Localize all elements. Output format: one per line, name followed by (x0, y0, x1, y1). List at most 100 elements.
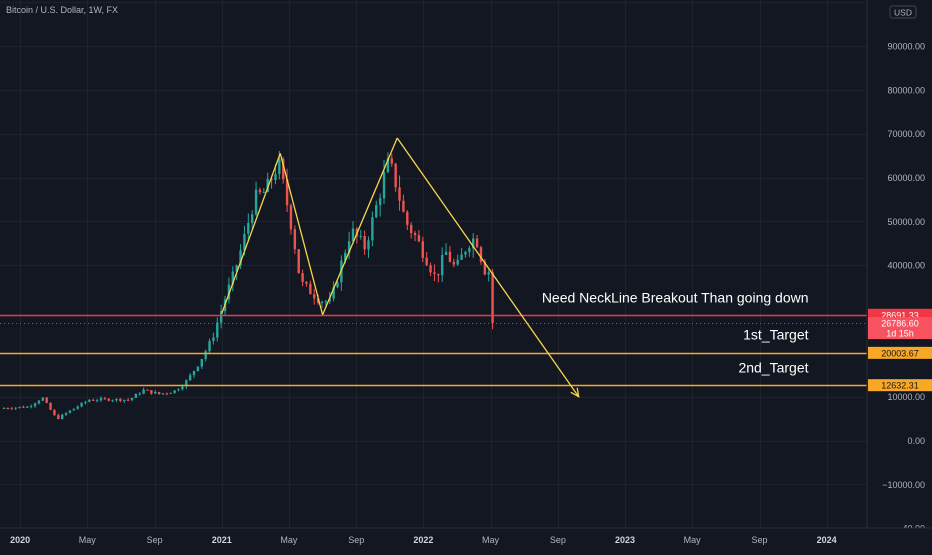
price-tick-label: 10000.00 (887, 392, 925, 402)
time-tick-label: 2024 (817, 535, 837, 545)
candle-body (460, 254, 463, 260)
candle-body (409, 224, 413, 234)
trend-line-projection-down[interactable] (396, 137, 580, 398)
annotation-label: 1st_Target (743, 327, 808, 343)
candle-body (119, 398, 122, 402)
candle-body (231, 271, 235, 285)
candle-body (344, 252, 347, 261)
candle-body (347, 241, 351, 253)
candle-body (433, 272, 436, 274)
candle-body (92, 399, 95, 401)
candle-body (177, 389, 180, 391)
candle-body (324, 301, 328, 303)
candle-body (57, 415, 60, 420)
candle-body (60, 414, 64, 420)
candle-body (68, 410, 72, 413)
candle-body (456, 259, 459, 265)
candle-body (297, 249, 300, 274)
candle-body (371, 217, 374, 241)
symbol-title[interactable]: Bitcoin / U.S. Dollar, 1W, FX (6, 5, 119, 15)
time-tick-label: 2022 (413, 535, 433, 545)
candle-body (6, 408, 10, 410)
candle-body (247, 223, 250, 234)
candle-body (22, 406, 25, 408)
candle-body (99, 398, 103, 401)
candle-body (107, 398, 110, 401)
candle-body (188, 375, 192, 381)
candle-body (37, 400, 41, 404)
candle-body (200, 358, 203, 367)
candle-body (382, 172, 386, 199)
candle-body (88, 399, 91, 402)
time-axis-background (0, 528, 932, 550)
trend-line-left-peak-down[interactable] (279, 153, 324, 315)
candle-body (10, 408, 13, 410)
price-tick-label: 70000.00 (887, 129, 925, 139)
candle-body (115, 398, 118, 401)
candle-body (219, 310, 223, 323)
candle-body (483, 261, 487, 275)
horizontal-levels (0, 314, 867, 387)
candle-body (239, 250, 242, 266)
price-tick-label: 0.00 (907, 436, 925, 446)
candle-body (448, 251, 452, 262)
price-badge-label: 12632.31 (881, 381, 919, 391)
candle-body (390, 158, 393, 164)
candle-body (468, 248, 471, 252)
candle-body (386, 158, 390, 173)
price-tick-label: 90000.00 (887, 41, 925, 51)
candle-body (204, 351, 207, 359)
time-tick-label: May (482, 535, 500, 545)
candle-body (26, 406, 29, 408)
trend-line-left-peak-up[interactable] (221, 153, 281, 314)
candle-body (305, 281, 308, 284)
candle-body (406, 211, 409, 225)
candle-body (309, 283, 312, 295)
candle-body (80, 402, 83, 407)
candle-body (216, 322, 219, 338)
trend-line-middle-up[interactable] (322, 137, 398, 315)
candle-body (282, 159, 285, 180)
price-tick-label: 60000.00 (887, 173, 925, 183)
candle-body (479, 247, 483, 262)
candle-body (398, 187, 401, 201)
candle-body (425, 257, 428, 266)
candle-body (266, 179, 269, 192)
candle-body (235, 265, 238, 272)
candle-body (394, 163, 397, 188)
time-tick-label: 2021 (212, 535, 232, 545)
price-badge (868, 317, 932, 340)
candle-body (351, 228, 355, 242)
candle-body (293, 229, 297, 250)
candle-body (301, 273, 304, 282)
price-axis-background (867, 0, 932, 550)
candle-body (196, 366, 200, 371)
time-tick-label: Sep (550, 535, 566, 545)
candle-body (130, 397, 134, 400)
candle-body (378, 198, 382, 206)
candle-body (359, 235, 362, 237)
price-axis[interactable]: USD 90000.00 80000.00 70000.00 60000.00 50000… (866, 0, 932, 550)
candle-body (316, 298, 320, 303)
candle-body (475, 238, 479, 248)
candle-body (289, 205, 293, 230)
candle-body (270, 179, 273, 181)
currency-box[interactable] (889, 5, 917, 19)
price-tick-label: 50000.00 (887, 217, 925, 227)
candle-body (146, 389, 149, 391)
pattern-drawings[interactable] (221, 137, 580, 398)
candle-body (181, 386, 184, 390)
candle-body (2, 408, 6, 410)
price-badge (868, 379, 932, 392)
candle-body (313, 294, 316, 299)
candle-body (328, 298, 331, 302)
price-tick-label: 80000.00 (887, 85, 925, 95)
candle-body (250, 214, 254, 224)
time-axis[interactable]: 2020 May Sep 2021 May Sep 2022 May Sep 2023 May Sep… (0, 527, 932, 550)
candlestick-series (2, 150, 494, 420)
candle-body (111, 400, 114, 402)
candle-body (76, 406, 79, 409)
